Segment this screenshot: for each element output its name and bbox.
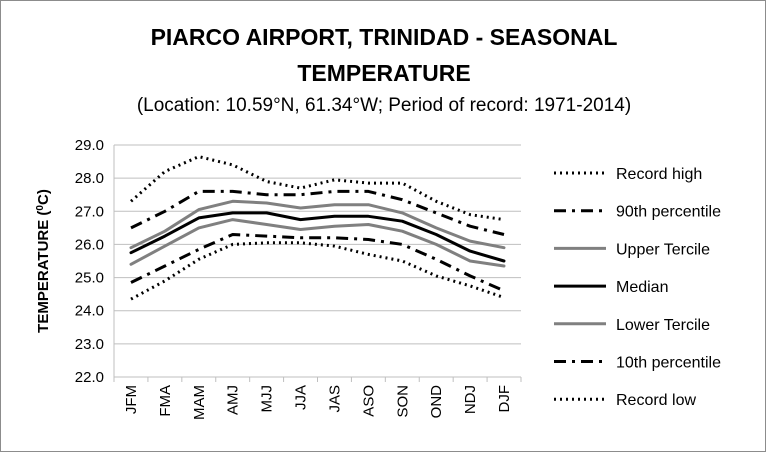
series-line-90th-percentile	[130, 189, 505, 236]
x-tick-label: MJJ	[259, 385, 276, 413]
y-axis-label-superscript: 0	[35, 205, 46, 211]
series-layer	[129, 155, 506, 301]
legend-label: Record high	[616, 166, 702, 183]
y-tick-label: 28.0	[75, 170, 104, 187]
series-line-median	[129, 211, 506, 263]
chart-subtitle: (Location: 10.59°N, 61.34°W; Period of r…	[137, 95, 631, 116]
legend: Record high 90th percentile Upper Tercile M…	[554, 166, 721, 409]
legend-label: Lower Tercile	[616, 317, 710, 334]
grid-layer	[114, 144, 521, 378]
series-line-10th-percentile	[130, 233, 505, 293]
y-axis-label-prefix: TEMPERATURE (	[35, 211, 52, 333]
series-line-upper-tercile	[129, 199, 506, 250]
x-tick-label: ASO	[360, 385, 377, 417]
y-axis-label: TEMPERATURE (0C)	[35, 189, 53, 333]
x-tick-label: DJF	[496, 385, 513, 413]
series-line-record-high	[130, 155, 505, 222]
y-axis-label-suffix: C)	[35, 189, 52, 205]
y-tick-label: 23.0	[75, 336, 104, 353]
series-line-lower-tercile	[129, 218, 506, 268]
x-tick-label: FMA	[157, 385, 174, 417]
x-tick-label: JAS	[326, 385, 343, 413]
legend-label: 90th percentile	[616, 204, 721, 221]
legend-label: Median	[616, 279, 668, 296]
x-tick-label: JJA	[293, 385, 310, 410]
y-tick-label: 24.0	[75, 303, 104, 320]
chart-title-line1: PIARCO AIRPORT, TRINIDAD - SEASONAL	[151, 24, 618, 50]
chart-title-line2: TEMPERATURE	[297, 60, 470, 86]
y-tick-label: 26.0	[75, 236, 104, 253]
series-line-record-low	[130, 241, 505, 301]
x-tick-label: SON	[394, 385, 411, 418]
x-tick-label: NDJ	[462, 385, 479, 414]
legend-label: Record low	[616, 392, 696, 409]
x-tick-label: OND	[428, 385, 445, 419]
y-tick-label: 27.0	[75, 203, 104, 220]
axis-layer: 22.0 23.0 24.0 25.0 26.0 27.0 28.0 29.0 JFM FMA MA…	[75, 137, 522, 420]
x-tick-label: MAM	[191, 385, 208, 420]
legend-label: Upper Tercile	[616, 241, 710, 258]
y-tick-label: 29.0	[75, 137, 104, 154]
y-tick-label: 25.0	[75, 270, 104, 287]
x-tick-label: JFM	[123, 385, 140, 414]
x-tick-label: AMJ	[225, 385, 242, 415]
legend-label: 10th percentile	[616, 355, 721, 372]
y-tick-label: 22.0	[75, 369, 104, 386]
